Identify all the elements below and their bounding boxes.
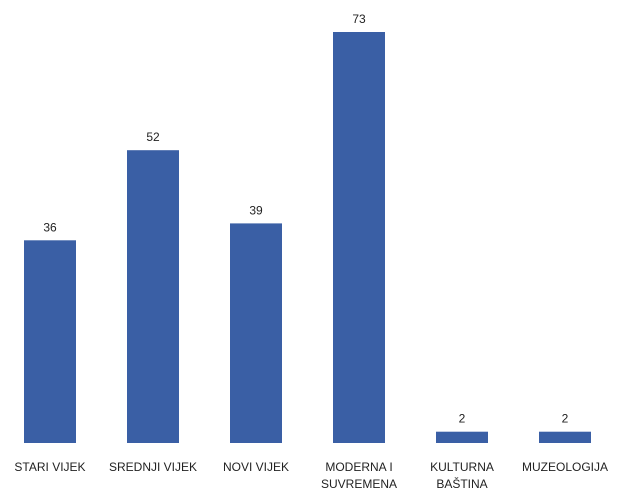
category-label-4-line-1: BAŠTINA — [436, 476, 487, 491]
bar-2 — [230, 223, 282, 443]
category-label-3-line-1: SUVREMENA — [321, 477, 397, 491]
data-label-3: 73 — [352, 12, 366, 26]
bar-5 — [539, 431, 591, 443]
category-label-2: NOVI VIJEK — [223, 460, 289, 474]
category-label-3-line-0: MODERNA I — [325, 460, 392, 474]
bar-1 — [127, 150, 179, 443]
bar-0 — [24, 240, 76, 443]
bar-4 — [436, 431, 488, 443]
category-label-5: MUZEOLOGIJA — [522, 460, 608, 474]
data-label-1: 52 — [146, 130, 160, 144]
category-label-0: STARI VIJEK — [14, 460, 85, 474]
data-label-0: 36 — [43, 220, 57, 234]
bar-3 — [333, 32, 385, 443]
category-label-4-line-0: KULTURNA — [430, 460, 494, 474]
data-label-2: 39 — [249, 203, 263, 217]
data-label-4: 2 — [459, 412, 466, 426]
data-label-5: 2 — [562, 412, 569, 426]
category-label-1: SREDNJI VIJEK — [109, 460, 197, 474]
